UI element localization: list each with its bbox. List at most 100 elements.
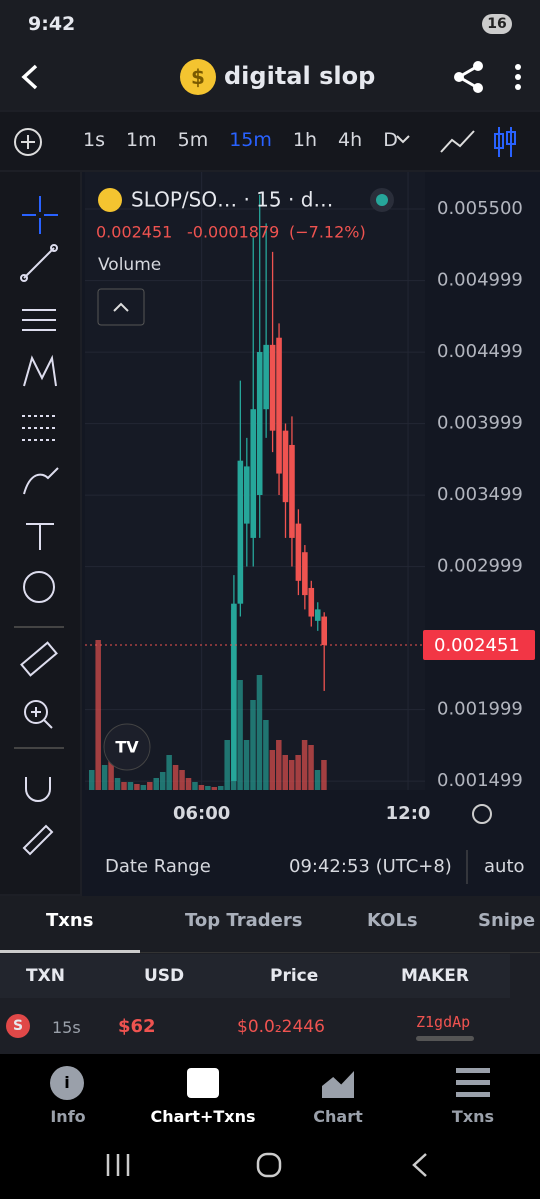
last-price-tag <box>423 630 535 661</box>
candle-body <box>302 552 308 596</box>
volume-bar <box>114 778 121 790</box>
line-style-button[interactable] <box>438 126 478 158</box>
timeframe[interactable]: 4h <box>338 129 363 151</box>
column-header[interactable]: USD <box>144 966 185 986</box>
volume-bar <box>179 770 185 790</box>
y-tick-label: 0.005500 <box>437 198 523 219</box>
legend-change: -0.0001879 <box>187 223 279 242</box>
timeframe[interactable]: D <box>383 129 398 151</box>
y-tick-label: 0.001999 <box>437 699 523 720</box>
token-icon: $ <box>180 59 216 95</box>
column-header[interactable]: TXN <box>26 966 65 986</box>
tab[interactable]: Snipe <box>478 910 536 931</box>
bottom-nav <box>0 1054 540 1132</box>
back-system-button[interactable] <box>412 1153 427 1177</box>
candle-body <box>276 337 282 474</box>
timeframe[interactable]: 1h <box>292 129 318 151</box>
tab[interactable]: Txns <box>46 910 94 931</box>
axes: 0.005500 0.004999 0.004499 0.003999 0.003499… <box>85 198 535 824</box>
timeframe[interactable]: 1m <box>126 129 157 151</box>
volume-bar <box>301 740 308 790</box>
lock-tool[interactable] <box>22 824 54 856</box>
menu-button[interactable] <box>510 62 526 92</box>
timeframe-list: 1s 1m 5m 15m 1h 4h D <box>83 129 419 151</box>
table-header <box>0 954 510 998</box>
volume-bar <box>108 760 114 790</box>
magnet-tool[interactable] <box>25 777 51 802</box>
projection-tool[interactable] <box>22 415 56 441</box>
zoom-tool[interactable] <box>24 700 48 724</box>
volume-bar <box>147 782 153 790</box>
volume-bar <box>243 740 250 790</box>
y-tick-label: 0.003499 <box>437 484 523 505</box>
home-button[interactable] <box>256 1152 282 1178</box>
legend-token-icon <box>98 188 122 212</box>
legend-price: 0.002451 <box>96 223 172 242</box>
scale-mode[interactable]: auto <box>484 856 525 877</box>
y-tick-label: 0.004999 <box>437 270 523 291</box>
volume-bar <box>250 700 256 790</box>
tab[interactable]: Top Traders <box>185 910 303 931</box>
volume-bar <box>321 760 327 790</box>
candle-style-button[interactable] <box>490 124 520 160</box>
ruler-tool[interactable] <box>20 641 58 677</box>
fib-tool[interactable] <box>22 309 56 331</box>
text-tool[interactable] <box>26 523 54 550</box>
back-button[interactable] <box>18 62 44 92</box>
timeframe[interactable]: 1s <box>83 129 105 151</box>
nav-icon <box>456 1068 490 1098</box>
volume-bar <box>95 640 101 790</box>
chart: 0.005500 0.004999 0.004499 0.003999 0.003499… <box>82 172 540 896</box>
line-tool[interactable] <box>23 247 55 279</box>
volume-bar <box>185 778 192 790</box>
txn-maker[interactable]: Z1gdAp <box>416 1013 471 1031</box>
y-tick-label: 0.002999 <box>437 556 523 577</box>
volume-bar <box>153 778 159 790</box>
volume-bar <box>308 745 314 790</box>
system-nav <box>0 1132 540 1199</box>
txn-type: S <box>6 1014 30 1038</box>
table-row[interactable] <box>0 1000 510 1052</box>
tab[interactable]: KOLs <box>367 910 418 931</box>
candle-body <box>231 603 237 781</box>
chart-title: SLOP/SO… · 15 · d… <box>131 188 333 212</box>
volume-bar <box>172 765 179 790</box>
candle-body <box>282 430 289 503</box>
nav-item[interactable]: Chart <box>313 1107 363 1126</box>
date-range[interactable]: Date Range <box>105 856 211 877</box>
timeframe-dropdown[interactable] <box>395 133 411 147</box>
volume-bar <box>269 750 276 790</box>
column-header[interactable]: Price <box>270 966 319 986</box>
add-indicator[interactable] <box>12 126 44 158</box>
settings-button[interactable] <box>472 804 492 824</box>
candle-body <box>244 466 250 524</box>
timeframe[interactable]: 15m <box>229 129 272 151</box>
tradingview-mark: TV <box>115 738 139 757</box>
collapse-icon <box>113 302 129 312</box>
volume-bar <box>101 765 108 790</box>
collapse-legend[interactable] <box>97 288 145 326</box>
timeframe[interactable]: 5m <box>177 129 209 151</box>
nav-item[interactable]: Info <box>50 1107 86 1126</box>
legend-change-pct: (−7.12%) <box>289 223 366 242</box>
brush-tool[interactable] <box>23 467 59 495</box>
header <box>0 50 540 110</box>
recents-button[interactable] <box>106 1154 130 1176</box>
pattern-tool[interactable] <box>23 354 57 387</box>
emoji-tool[interactable] <box>23 571 55 603</box>
volume-bar <box>237 680 243 790</box>
nav-item[interactable]: Txns <box>451 1107 495 1126</box>
volume-bar <box>288 760 295 790</box>
share-button[interactable] <box>452 60 486 94</box>
column-header[interactable]: MAKER <box>401 966 469 986</box>
crosshair-tool[interactable] <box>22 196 58 234</box>
volume-bar <box>211 787 218 790</box>
nav-item[interactable]: Chart+Txns <box>150 1107 256 1126</box>
volume-bar <box>134 784 140 790</box>
candle-body <box>295 523 302 581</box>
battery: 16 <box>482 14 512 34</box>
candle-body <box>237 460 244 604</box>
nav-icon <box>187 1068 219 1098</box>
